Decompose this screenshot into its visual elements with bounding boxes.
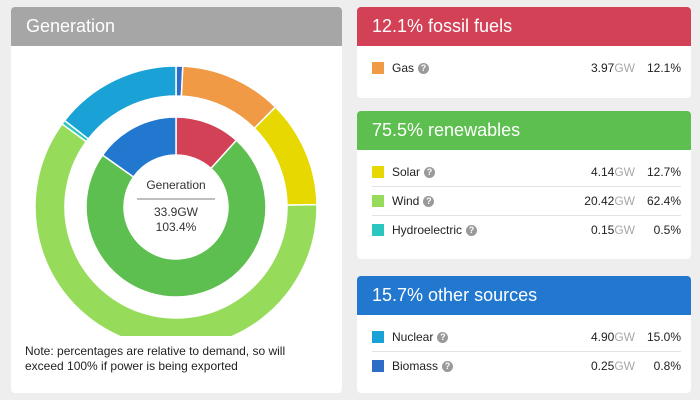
source-name: Solar	[392, 165, 421, 179]
source-gw: 4.14GW	[590, 165, 635, 179]
generation-donut-chart: Generation 33.9GW 103.4%	[34, 65, 318, 336]
help-icon[interactable]: ?	[424, 166, 436, 178]
generation-panel: Generation Generation 33.9GW 103.4% Note…	[11, 7, 342, 393]
other-sources-panel: 15.7% other sources Nuclear ? 4.90GW 15.…	[357, 276, 691, 393]
help-icon[interactable]: ?	[423, 195, 435, 207]
help-icon[interactable]: ?	[418, 62, 430, 74]
source-name: Wind	[392, 194, 420, 208]
source-name: Nuclear	[392, 330, 434, 344]
nuclear-swatch	[372, 331, 384, 343]
help-icon[interactable]: ?	[442, 360, 454, 372]
source-row-solar: Solar ? 4.14GW 12.7%	[372, 158, 681, 187]
generation-title: Generation	[11, 7, 342, 46]
source-gw: 0.15GW	[590, 223, 635, 237]
source-percent: 0.8%	[653, 359, 681, 373]
source-percent: 12.7%	[646, 165, 681, 179]
source-gw: 0.25GW	[590, 359, 635, 373]
source-gw: 4.90GW	[590, 330, 635, 344]
help-icon[interactable]: ?	[466, 224, 478, 236]
center-title: Generation	[146, 178, 205, 192]
fossil-fuels-panel: 12.1% fossil fuels Gas ? 3.97GW 12.1%	[357, 7, 691, 98]
center-gw: 33.9GW	[154, 205, 199, 219]
gas-swatch	[372, 62, 384, 74]
slice-nuclear[interactable]	[63, 65, 177, 140]
source-gw: 3.97GW	[590, 61, 635, 75]
other-sources-title: 15.7% other sources	[357, 276, 691, 315]
source-name: Hydroelectric	[392, 223, 463, 237]
source-name: Gas	[392, 61, 415, 75]
source-row-hydroelectric: Hydroelectric ? 0.15GW 0.5%	[372, 216, 681, 244]
source-percent: 12.1%	[646, 61, 681, 75]
source-percent: 0.5%	[653, 223, 681, 237]
source-row-nuclear: Nuclear ? 4.90GW 15.0%	[372, 323, 681, 352]
source-percent: 62.4%	[646, 194, 681, 208]
donut-center	[124, 155, 228, 259]
inner-ring	[85, 116, 267, 298]
source-row-wind: Wind ? 20.42GW 62.4%	[372, 187, 681, 216]
center-percent: 103.4%	[156, 220, 197, 234]
help-icon[interactable]: ?	[437, 331, 449, 343]
source-row-gas: Gas ? 3.97GW 12.1%	[372, 54, 681, 82]
renewables-title: 75.5% renewables	[357, 111, 691, 150]
source-gw: 20.42GW	[584, 194, 635, 208]
biomass-swatch	[372, 360, 384, 372]
fossil-fuels-title: 12.1% fossil fuels	[357, 7, 691, 46]
source-name: Biomass	[392, 359, 439, 373]
wind-swatch	[372, 195, 384, 207]
slice-wind[interactable]	[34, 122, 318, 336]
solar-swatch	[372, 166, 384, 178]
source-row-biomass: Biomass ? 0.25GW 0.8%	[372, 352, 681, 380]
generation-note: Note: percentages are relative to demand…	[25, 344, 286, 373]
outer-ring	[34, 65, 318, 336]
hydroelectric-swatch	[372, 224, 384, 236]
renewables-panel: 75.5% renewables Solar ? 4.14GW 12.7% Wi…	[357, 111, 691, 259]
source-percent: 15.0%	[646, 330, 681, 344]
